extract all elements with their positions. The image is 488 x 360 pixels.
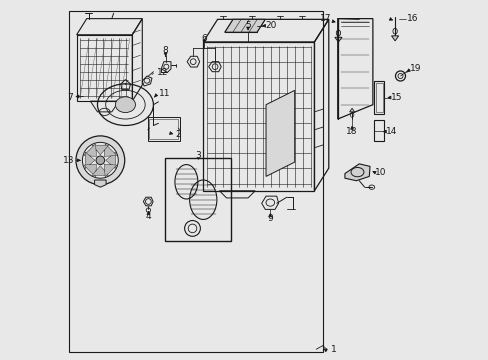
Text: 12: 12: [156, 68, 168, 77]
Polygon shape: [105, 152, 115, 168]
Bar: [203, 42, 314, 191]
Polygon shape: [83, 164, 96, 177]
Text: 3: 3: [195, 151, 201, 160]
Polygon shape: [344, 164, 369, 181]
Text: 9: 9: [267, 214, 273, 223]
Text: 10: 10: [375, 168, 386, 177]
Text: 18: 18: [346, 127, 357, 136]
Text: 8: 8: [163, 46, 168, 55]
Polygon shape: [104, 144, 117, 157]
Text: 1: 1: [330, 345, 336, 354]
Polygon shape: [334, 37, 341, 42]
Bar: [77, 35, 132, 101]
Bar: [373, 120, 384, 141]
Ellipse shape: [96, 156, 104, 165]
Text: 13: 13: [62, 157, 74, 166]
Ellipse shape: [115, 97, 135, 113]
Text: 16: 16: [406, 14, 417, 23]
Polygon shape: [85, 152, 95, 168]
Polygon shape: [391, 36, 398, 41]
Polygon shape: [94, 180, 106, 187]
Polygon shape: [104, 164, 117, 177]
Polygon shape: [92, 145, 108, 155]
Text: 14: 14: [386, 127, 397, 136]
Text: 7: 7: [67, 93, 73, 102]
Bar: [69, 12, 322, 352]
Polygon shape: [224, 19, 265, 32]
Text: 2: 2: [175, 130, 180, 139]
Text: 15: 15: [390, 93, 402, 102]
Text: 4: 4: [145, 212, 151, 221]
Ellipse shape: [82, 142, 118, 178]
Bar: [164, 158, 231, 241]
Polygon shape: [83, 144, 96, 157]
Bar: [149, 119, 178, 139]
Bar: [375, 83, 382, 112]
Polygon shape: [349, 108, 354, 112]
Bar: [147, 117, 180, 140]
Polygon shape: [92, 166, 108, 175]
Ellipse shape: [76, 136, 124, 185]
Text: 6: 6: [201, 34, 207, 43]
Polygon shape: [265, 90, 294, 176]
Text: 17: 17: [319, 14, 330, 23]
Text: 19: 19: [408, 64, 420, 73]
Text: 11: 11: [159, 89, 170, 98]
Text: 5: 5: [244, 21, 250, 30]
Bar: [373, 81, 384, 114]
Text: 20: 20: [265, 21, 276, 30]
